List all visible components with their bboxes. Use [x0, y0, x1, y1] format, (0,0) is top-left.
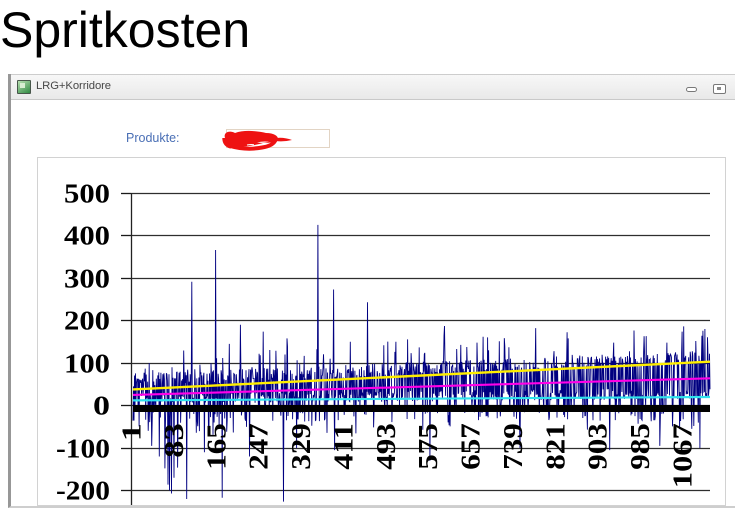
svg-text:1067: 1067	[668, 423, 698, 488]
svg-text:200: 200	[64, 305, 110, 335]
svg-text:500: 500	[64, 178, 110, 208]
svg-text:300: 300	[64, 263, 110, 293]
svg-text:903: 903	[583, 423, 613, 470]
svg-text:985: 985	[625, 423, 655, 470]
svg-text:329: 329	[286, 423, 316, 470]
svg-text:-200: -200	[56, 475, 110, 505]
svg-text:1: 1	[117, 423, 147, 441]
svg-text:493: 493	[371, 423, 401, 470]
svg-text:575: 575	[413, 423, 443, 470]
svg-text:739: 739	[498, 423, 528, 470]
svg-text:657: 657	[456, 423, 486, 470]
svg-text:100: 100	[64, 348, 110, 378]
svg-text:821: 821	[540, 423, 570, 470]
svg-text:83: 83	[159, 423, 189, 458]
svg-text:-100: -100	[56, 433, 110, 463]
svg-text:247: 247	[244, 423, 274, 470]
svg-text:165: 165	[201, 423, 231, 470]
svg-text:400: 400	[64, 220, 110, 250]
svg-text:411: 411	[328, 423, 358, 470]
svg-text:0: 0	[93, 390, 110, 420]
